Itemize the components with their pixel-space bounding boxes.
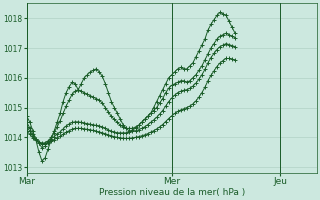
X-axis label: Pression niveau de la mer( hPa ): Pression niveau de la mer( hPa ) bbox=[99, 188, 245, 197]
